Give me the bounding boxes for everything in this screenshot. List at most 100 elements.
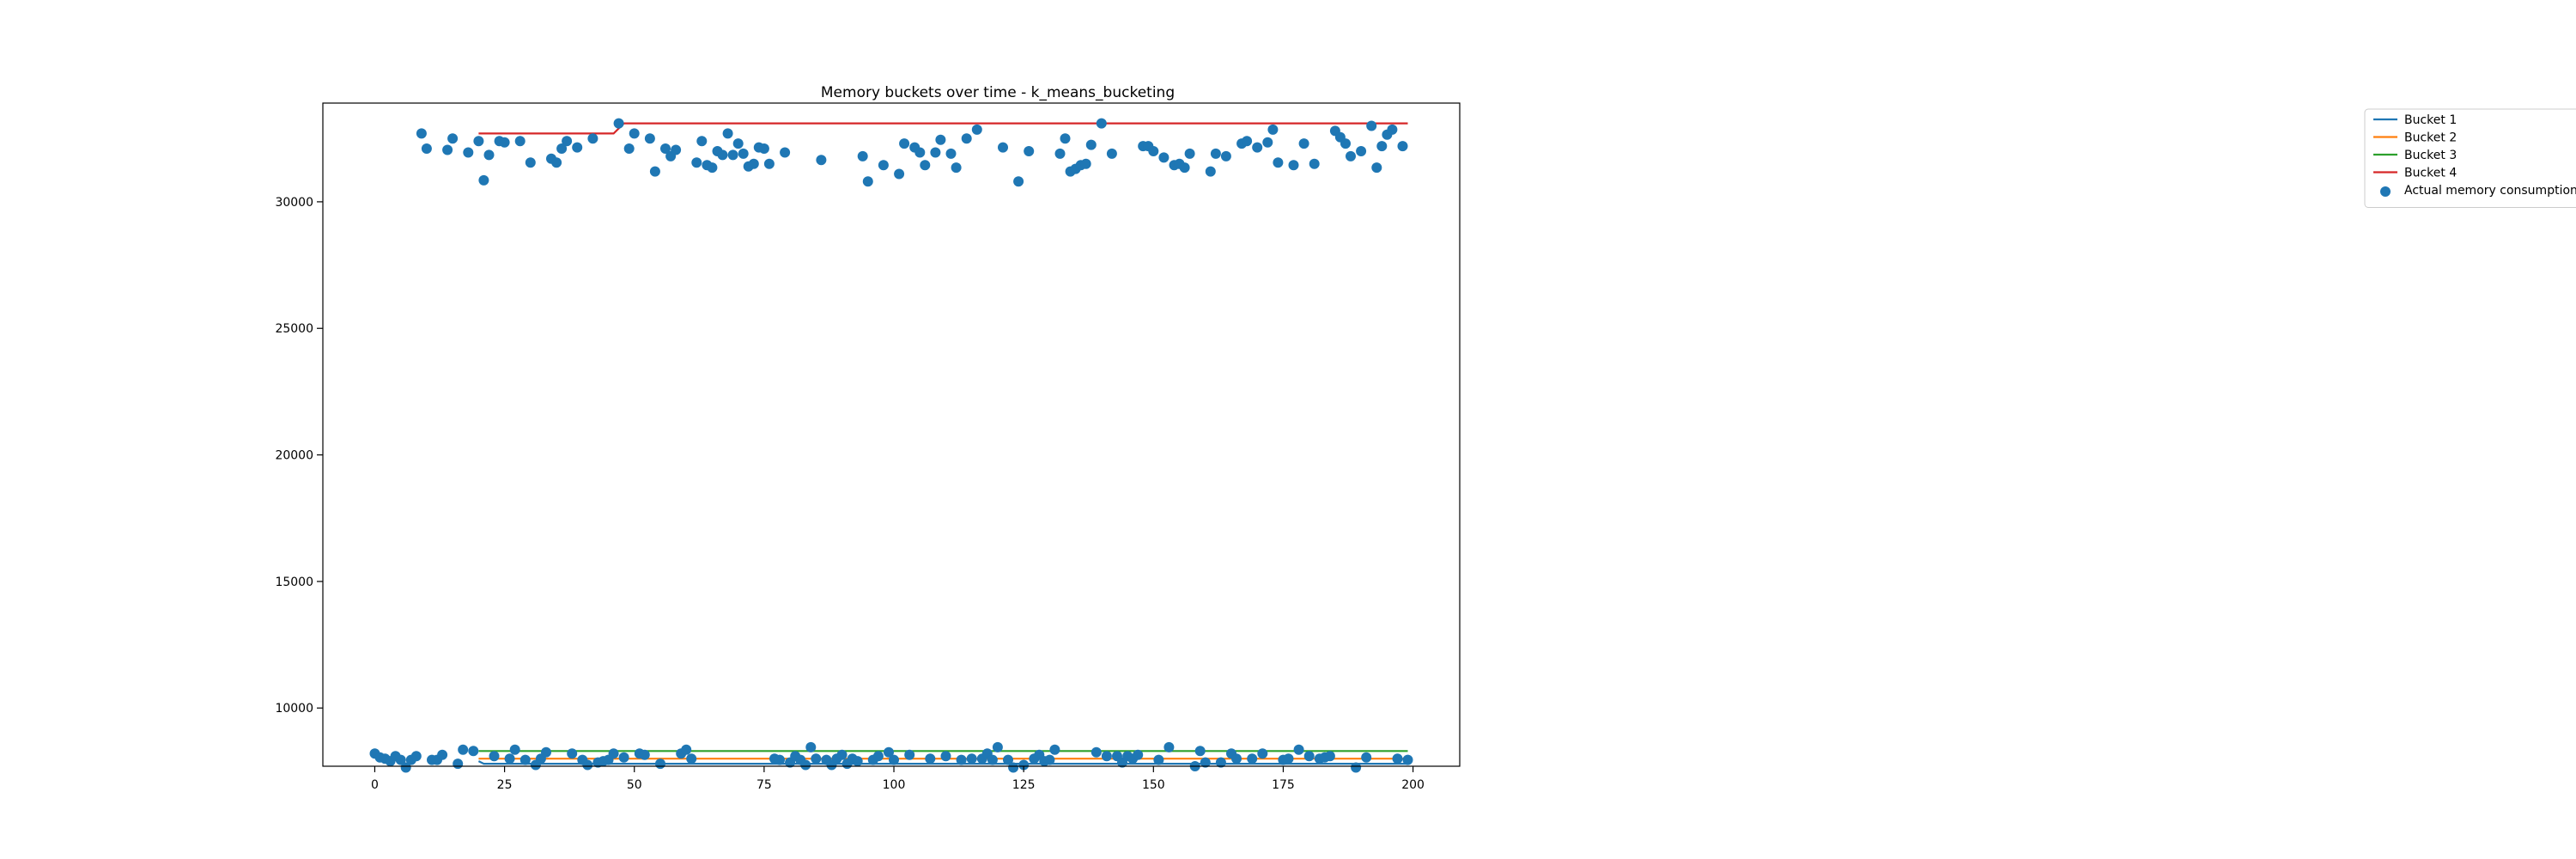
scatter-point xyxy=(852,756,863,767)
scatter-point xyxy=(618,752,629,763)
scatter-point xyxy=(463,147,474,158)
x-tick-label: 150 xyxy=(1142,778,1165,792)
scatter-point xyxy=(899,138,910,149)
scatter-point xyxy=(1215,757,1226,768)
scatter-point xyxy=(1303,751,1315,762)
legend-frame xyxy=(2364,108,2576,208)
scatter-point xyxy=(1273,157,1284,168)
scatter-point xyxy=(889,754,899,765)
scatter-point xyxy=(722,128,733,139)
x-tick-label: 200 xyxy=(1401,778,1425,792)
bucket-line-1 xyxy=(477,760,1408,765)
scatter-point xyxy=(1376,141,1388,152)
scatter-point xyxy=(1101,751,1112,762)
scatter-point xyxy=(727,149,738,161)
scatter-point xyxy=(816,155,827,166)
scatter-point xyxy=(525,157,536,168)
scatter-point xyxy=(395,754,406,765)
scatter-point xyxy=(763,158,775,169)
scatter-point xyxy=(1309,158,1320,169)
scatter-point xyxy=(758,143,769,154)
scatter-point xyxy=(655,758,665,770)
scatter-point xyxy=(681,744,692,755)
scatter-point xyxy=(504,753,515,765)
scatter-point xyxy=(1283,753,1294,765)
y-tick-label: 20000 xyxy=(275,449,313,463)
scatter-point xyxy=(567,748,578,759)
scatter-point xyxy=(410,751,422,762)
scatter-point xyxy=(1242,136,1253,147)
scatter-point xyxy=(971,124,982,135)
scatter-point xyxy=(1356,146,1367,156)
legend-swatch-actual-memory xyxy=(2380,186,2391,197)
scatter-point xyxy=(696,136,708,147)
scatter-point xyxy=(1096,118,1107,129)
scatter-point xyxy=(1231,753,1242,765)
scatter-point xyxy=(1049,744,1060,755)
scatter-point xyxy=(572,142,583,153)
x-tick-label: 0 xyxy=(371,778,379,792)
scatter-point xyxy=(1340,138,1351,149)
x-tick-label: 50 xyxy=(627,778,642,792)
x-tick-label: 75 xyxy=(756,778,772,792)
scatter-point xyxy=(1179,162,1190,174)
scatter-point xyxy=(857,150,868,161)
scatter-point xyxy=(1293,744,1304,755)
scatter-point xyxy=(1262,137,1273,148)
scatter-point xyxy=(458,744,469,755)
scatter-point xyxy=(1044,754,1055,765)
scatter-point xyxy=(1324,751,1335,762)
plot-area xyxy=(369,118,1413,773)
scatter-point xyxy=(1366,120,1377,131)
scatter-point xyxy=(732,138,744,149)
scatter-point xyxy=(1158,152,1170,163)
scatter-point xyxy=(686,753,697,765)
scatter-point xyxy=(800,759,811,771)
scatter-point xyxy=(1060,133,1071,144)
scatter-point xyxy=(1298,138,1309,149)
x-tick-label: 175 xyxy=(1272,778,1295,792)
scatter-point xyxy=(1397,141,1408,152)
scatter-point xyxy=(748,158,759,169)
scatter-point xyxy=(489,751,500,762)
scatter-point xyxy=(582,759,593,771)
scatter-point xyxy=(1163,741,1175,752)
legend: Bucket 1 Bucket 2 Bucket 3 Bucket 4 Actual m… xyxy=(2364,108,2576,208)
legend-label-bucket-2: Bucket 2 xyxy=(2404,131,2457,145)
y-tick-label: 15000 xyxy=(275,576,313,589)
legend-label-bucket-3: Bucket 3 xyxy=(2404,149,2457,162)
scatter-point xyxy=(483,149,495,161)
scatter-point xyxy=(556,143,568,154)
x-tick-label: 25 xyxy=(497,778,513,792)
scatter-point xyxy=(541,746,551,758)
scatter-point xyxy=(1153,754,1164,765)
scatter-point xyxy=(894,168,905,180)
scatter-point xyxy=(1194,746,1206,757)
legend-label-bucket-4: Bucket 4 xyxy=(2404,167,2457,180)
scatter-point xyxy=(519,754,531,765)
scatter-point xyxy=(1220,150,1231,161)
scatter-point xyxy=(1346,150,1356,161)
scatter-point xyxy=(442,144,453,155)
scatter-point xyxy=(400,762,411,773)
chart-title: Memory buckets over time - k_means_bucke… xyxy=(821,84,1175,101)
legend-label-actual-memory: Actual memory consumption xyxy=(2404,184,2576,198)
scatter-point xyxy=(998,142,1008,153)
scatter-point xyxy=(1361,752,1372,763)
y-tick-label: 30000 xyxy=(275,196,313,210)
scatter-point xyxy=(1288,160,1299,171)
scatter-point xyxy=(920,160,931,171)
x-tick-label: 125 xyxy=(1012,778,1036,792)
plot-frame xyxy=(322,102,1461,767)
x-axis: 0 25 50 75 100 125 150 175 200 xyxy=(371,766,1425,792)
scatter-point xyxy=(738,148,749,159)
scatter-point xyxy=(966,753,977,765)
scatter-point xyxy=(1387,124,1398,135)
scatter-point xyxy=(671,144,682,155)
scatter-point xyxy=(1252,142,1263,153)
scatter-point xyxy=(691,157,702,168)
scatter-point xyxy=(660,143,671,154)
scatter-point xyxy=(499,137,510,148)
y-tick-label: 25000 xyxy=(275,322,313,336)
scatter-point xyxy=(904,749,915,760)
